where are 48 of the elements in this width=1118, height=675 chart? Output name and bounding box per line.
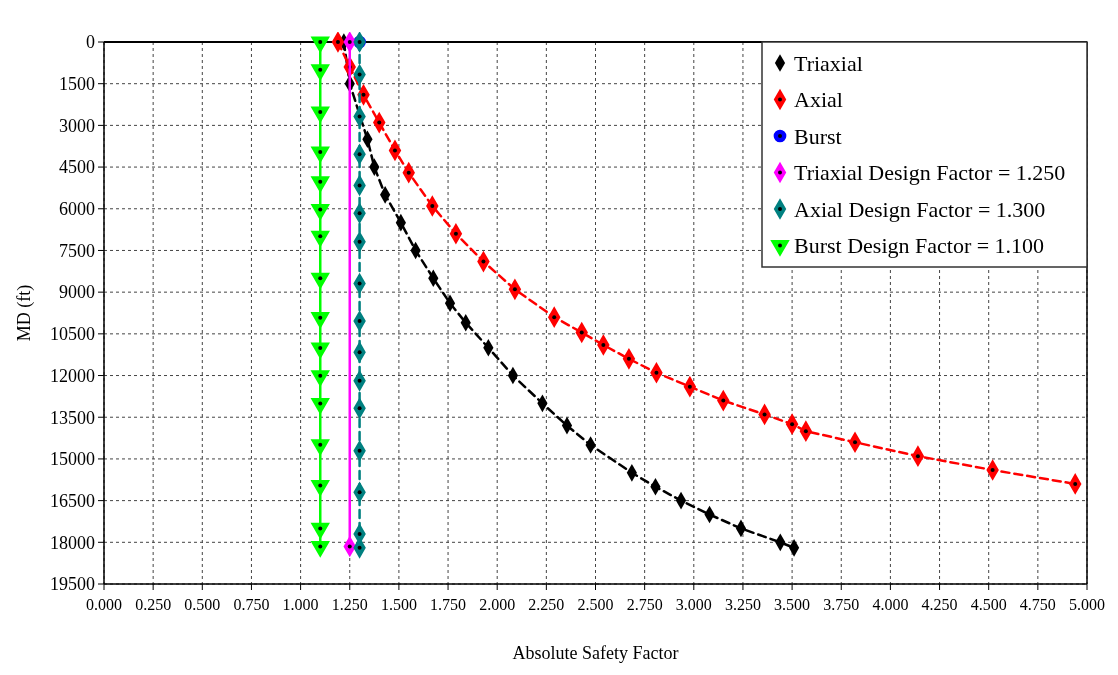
y-tick-label: 12000: [50, 365, 95, 386]
y-tick-label: 7500: [59, 240, 95, 261]
x-tick-label: 5.000: [1069, 596, 1105, 613]
x-tick-label: 1.250: [331, 596, 368, 613]
legend-label: Axial Design Factor = 1.300: [794, 196, 1046, 222]
point: [622, 349, 636, 369]
y-tick-label: 9000: [59, 282, 95, 303]
legend-label: Triaxial Design Factor = 1.250: [794, 160, 1066, 186]
x-tick-label: 1.500: [380, 596, 417, 613]
x-tick-label: 4.250: [921, 596, 958, 613]
x-axis-title: Absolute Safety Factor: [512, 643, 679, 663]
point: [911, 446, 925, 466]
y-tick-label: 1500: [59, 73, 95, 94]
y-tick-label: 6000: [59, 199, 95, 220]
x-tick-label: 4.500: [970, 596, 1007, 613]
x-tick-label: 0.500: [184, 596, 221, 613]
point: [331, 32, 345, 52]
x-tick-label: 1.000: [282, 596, 319, 613]
x-tick-label: 3.750: [823, 596, 860, 613]
x-tick-label: 2.500: [577, 596, 614, 613]
y-tick-label: 4500: [59, 157, 95, 178]
legend-label: Burst Design Factor = 1.100: [794, 233, 1045, 259]
legend-label: Triaxial: [794, 50, 863, 76]
x-tick-label: 0.250: [135, 596, 172, 613]
x-tick-label: 2.000: [479, 596, 516, 613]
x-tick-label: 3.000: [675, 596, 712, 613]
y-tick-label: 18000: [50, 532, 95, 553]
x-tick-label: 2.750: [626, 596, 663, 613]
y-tick-label: 10500: [50, 324, 95, 345]
point: [311, 540, 330, 557]
x-tick-label: 1.750: [430, 596, 467, 613]
legend-label: Burst: [794, 123, 842, 149]
legend-label: Axial: [794, 87, 843, 113]
x-tick-label: 0.750: [233, 596, 270, 613]
x-tick-label: 3.250: [724, 596, 761, 613]
y-tick-label: 0: [86, 32, 95, 53]
y-tick-label: 16500: [50, 490, 95, 511]
x-tick-label: 3.500: [774, 596, 811, 613]
y-axis-title: MD (ft): [14, 284, 35, 342]
x-tick-label: 0.000: [86, 596, 122, 613]
x-tick-label: 2.250: [528, 596, 565, 613]
x-tick-label: 4.750: [1019, 596, 1056, 613]
y-tick-label: 15000: [50, 449, 95, 470]
y-tick-label: 19500: [50, 574, 95, 595]
y-tick-label: 3000: [59, 115, 95, 136]
point: [311, 522, 330, 539]
x-tick-label: 4.000: [872, 596, 909, 613]
y-tick-label: 13500: [50, 407, 95, 428]
